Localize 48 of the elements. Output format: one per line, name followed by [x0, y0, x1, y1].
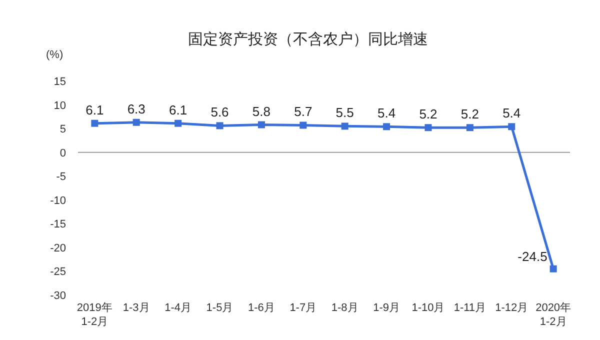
data-label: -24.5	[518, 248, 548, 264]
y-tick-label: 0	[60, 147, 66, 160]
point	[174, 120, 182, 127]
y-tick-label: -10	[50, 194, 66, 207]
x-tick-label: 1-8月	[331, 302, 358, 314]
data-label: 6.3	[127, 101, 146, 116]
point	[132, 118, 140, 126]
data-label: 5.8	[252, 104, 270, 119]
data-label: 5.2	[419, 106, 438, 122]
x-tick-label: 2020年 1-2月	[536, 302, 572, 328]
chart-title: 固定资产投资（不含农户）同比增速	[188, 31, 428, 48]
point	[91, 120, 98, 127]
point	[258, 121, 265, 128]
data-label: 5.4	[378, 106, 396, 121]
point	[508, 123, 516, 130]
data-label: 6.1	[86, 102, 104, 118]
x-tick-label: 1-11月	[454, 302, 486, 314]
x-tick-label: 1-4月	[164, 302, 192, 314]
y-axis-title: (%)	[46, 49, 64, 61]
y-tick-label: 15	[54, 76, 66, 88]
x-tick-label: 2019年 1-2月	[76, 302, 112, 328]
point	[466, 124, 474, 132]
x-tick-label: 1-6月	[248, 302, 275, 314]
data-label: 5.5	[336, 105, 354, 120]
data-label: 5.7	[294, 104, 312, 120]
point	[341, 122, 348, 130]
point	[424, 124, 432, 132]
point	[550, 265, 557, 272]
point	[383, 123, 390, 130]
y-tick-label: -15	[50, 218, 66, 231]
x-tick-label: 1-3月	[122, 302, 150, 314]
y-tick-label: -20	[50, 242, 66, 254]
y-tick-label: 10	[54, 100, 66, 112]
data-label: 6.1	[169, 102, 188, 118]
y-tick-label: -5	[56, 171, 66, 184]
point	[300, 122, 307, 129]
x-tick-label: 1-7月	[290, 302, 317, 314]
y-tick-label: -30	[50, 290, 66, 302]
y-tick-label: 5	[60, 124, 66, 136]
data-label: 5.2	[460, 106, 479, 122]
x-tick-label: 1-10月	[412, 302, 445, 314]
data-label: 5.4	[502, 106, 521, 121]
x-tick-label: 1-5月	[206, 302, 234, 314]
point	[216, 122, 224, 130]
y-tick-label: -25	[50, 266, 66, 278]
x-tick-label: 1-12月	[495, 302, 528, 314]
data-label: 5.6	[210, 104, 229, 120]
x-tick-label: 1-9月	[373, 302, 400, 314]
